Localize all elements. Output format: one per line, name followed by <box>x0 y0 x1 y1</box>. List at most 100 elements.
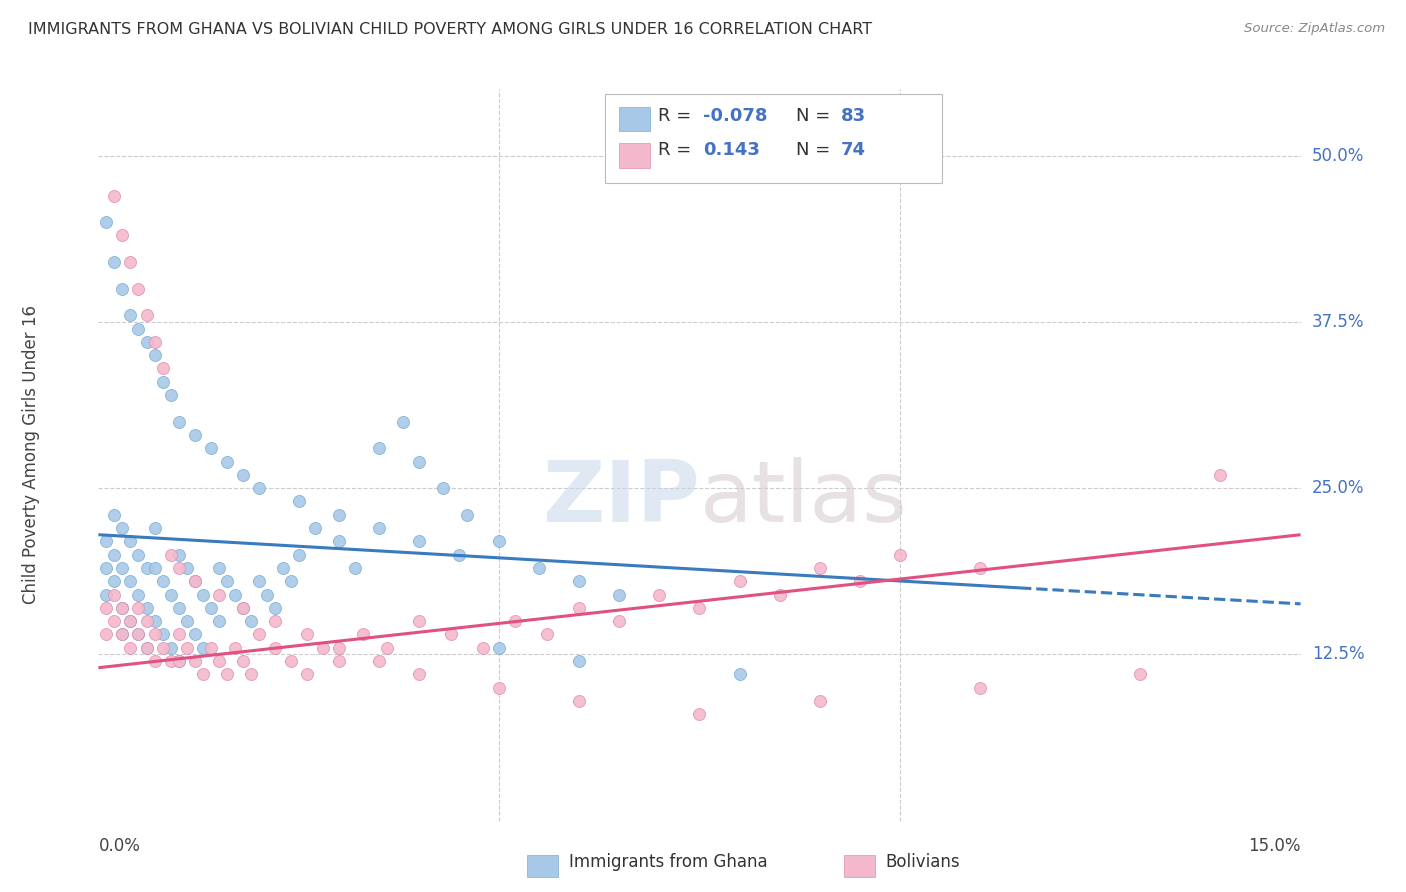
Point <box>167 548 190 562</box>
Point <box>488 534 510 549</box>
Text: 25.0%: 25.0% <box>1312 479 1364 497</box>
Point <box>295 667 318 681</box>
Text: Immigrants from Ghana: Immigrants from Ghana <box>569 853 768 871</box>
Point <box>167 627 190 641</box>
Point <box>368 521 391 535</box>
Point <box>159 654 181 668</box>
Point <box>969 561 991 575</box>
Point <box>263 600 285 615</box>
Point <box>368 442 391 456</box>
Point <box>224 588 246 602</box>
Point <box>159 388 181 402</box>
Point <box>111 600 134 615</box>
Text: 12.5%: 12.5% <box>1312 646 1364 664</box>
Point <box>312 640 335 655</box>
Point <box>120 640 142 655</box>
Point <box>295 627 318 641</box>
Point <box>135 308 157 322</box>
Point <box>247 574 270 589</box>
Text: 15.0%: 15.0% <box>1249 837 1301 855</box>
Point <box>280 654 302 668</box>
Point <box>103 508 125 522</box>
Point <box>263 614 285 628</box>
Point <box>96 627 118 641</box>
Point <box>215 454 238 468</box>
Point <box>304 521 326 535</box>
Point <box>135 614 157 628</box>
Point <box>247 627 270 641</box>
Point <box>143 654 166 668</box>
Point <box>159 640 181 655</box>
Point <box>128 588 150 602</box>
Text: 74: 74 <box>841 141 866 159</box>
Point <box>176 640 198 655</box>
Point <box>128 321 150 335</box>
Text: IMMIGRANTS FROM GHANA VS BOLIVIAN CHILD POVERTY AMONG GIRLS UNDER 16 CORRELATION: IMMIGRANTS FROM GHANA VS BOLIVIAN CHILD … <box>28 22 872 37</box>
Point <box>536 627 558 641</box>
Point <box>128 600 150 615</box>
Point <box>808 561 831 575</box>
Point <box>120 614 142 628</box>
Text: Source: ZipAtlas.com: Source: ZipAtlas.com <box>1244 22 1385 36</box>
Point <box>224 640 246 655</box>
Point <box>208 654 231 668</box>
Point <box>143 614 166 628</box>
Point <box>232 600 254 615</box>
Point <box>280 574 302 589</box>
Point <box>159 588 181 602</box>
Point <box>568 600 591 615</box>
Point <box>503 614 526 628</box>
Point <box>159 548 181 562</box>
Point <box>183 428 205 442</box>
Point <box>111 282 134 296</box>
Point <box>96 534 118 549</box>
Point <box>103 548 125 562</box>
Point <box>183 574 205 589</box>
Point <box>200 442 222 456</box>
Point <box>568 694 591 708</box>
Point <box>191 667 214 681</box>
Point <box>128 548 150 562</box>
Text: N =: N = <box>796 107 835 125</box>
Point <box>96 215 118 229</box>
Point <box>143 348 166 362</box>
Point <box>328 640 350 655</box>
Point <box>288 548 311 562</box>
Point <box>120 574 142 589</box>
Point <box>328 654 350 668</box>
Point <box>152 640 174 655</box>
Point <box>728 667 751 681</box>
Point <box>103 255 125 269</box>
Point <box>128 627 150 641</box>
Point <box>135 561 157 575</box>
Point <box>568 654 591 668</box>
Point <box>167 561 190 575</box>
Text: N =: N = <box>796 141 835 159</box>
Point <box>488 640 510 655</box>
Point <box>191 588 214 602</box>
Point <box>808 694 831 708</box>
Point <box>247 481 270 495</box>
Point <box>96 600 118 615</box>
Text: Child Poverty Among Girls Under 16: Child Poverty Among Girls Under 16 <box>22 305 39 605</box>
Point <box>135 640 157 655</box>
Point <box>408 534 430 549</box>
Point <box>176 561 198 575</box>
Point <box>120 308 142 322</box>
Point <box>200 600 222 615</box>
Point <box>1209 467 1232 482</box>
Point <box>648 588 671 602</box>
Point <box>152 574 174 589</box>
Point <box>167 654 190 668</box>
Point <box>96 588 118 602</box>
Point <box>120 534 142 549</box>
Point <box>328 534 350 549</box>
Point <box>111 627 134 641</box>
Text: 0.143: 0.143 <box>703 141 759 159</box>
Text: atlas: atlas <box>699 458 907 541</box>
Point <box>271 561 294 575</box>
Point <box>183 654 205 668</box>
Point <box>183 574 205 589</box>
Text: 0.0%: 0.0% <box>98 837 141 855</box>
Point <box>215 574 238 589</box>
